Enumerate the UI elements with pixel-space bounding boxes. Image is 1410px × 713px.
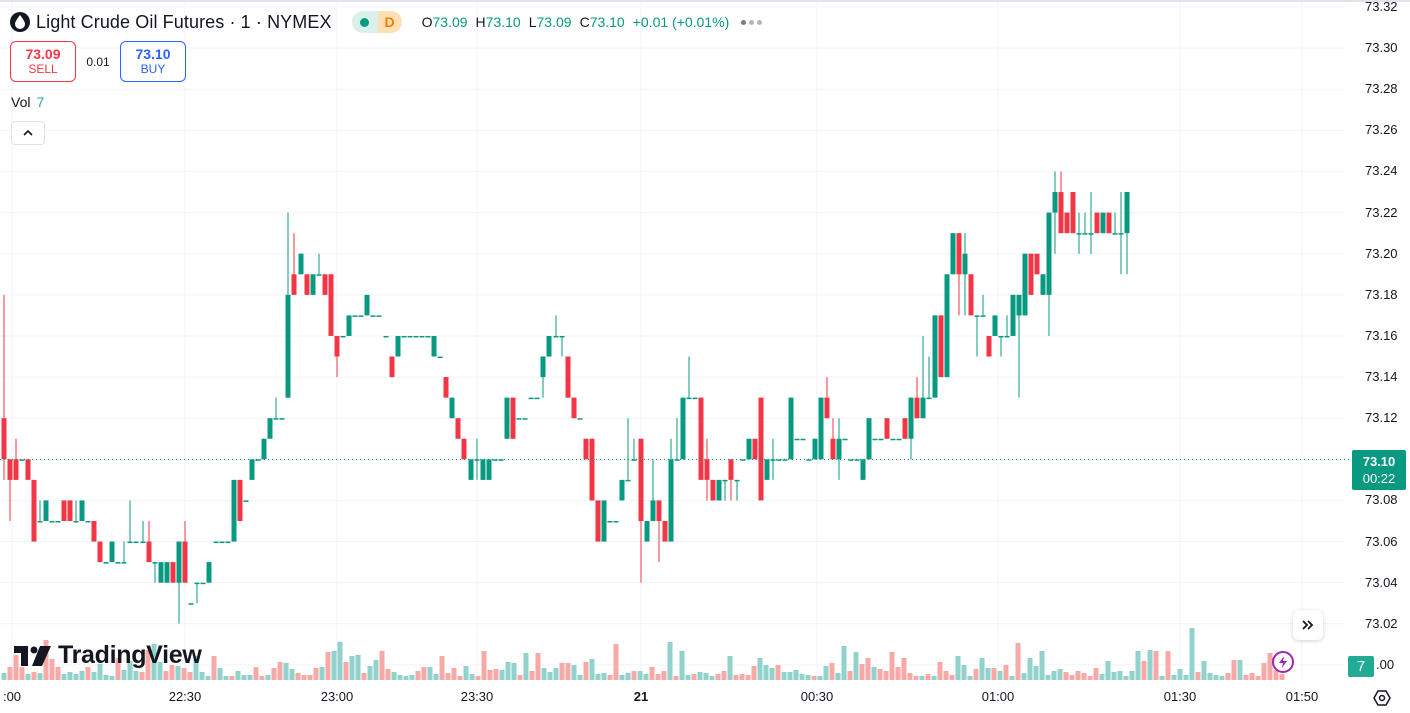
price-tick-label: 73.32: [1365, 0, 1398, 14]
time-tick-label: 00:30: [800, 689, 834, 704]
price-tick-label: 73.16: [1365, 327, 1398, 343]
price-tick-label: 73.26: [1365, 122, 1398, 138]
low-value: 73.09: [536, 14, 572, 30]
price-tick-label: 73.02: [1365, 615, 1398, 631]
tradingview-logo[interactable]: TradingView: [14, 641, 202, 670]
close-value: 73.10: [589, 14, 625, 30]
lightning-icon[interactable]: [1272, 651, 1294, 673]
market-status-pill[interactable]: D: [351, 11, 402, 33]
time-tick-label: 01:30: [1163, 689, 1197, 704]
price-tick-label: 73.18: [1365, 286, 1398, 302]
price-tick-label: 73.22: [1365, 204, 1398, 220]
oil-drop-icon: [10, 12, 30, 32]
change-value: +0.01 (+0.01%): [632, 14, 730, 30]
volume-tag: 7: [1348, 656, 1374, 677]
gear-icon[interactable]: [1372, 688, 1392, 708]
high-value: 73.10: [485, 14, 521, 30]
time-tick-label: :00: [2, 689, 22, 704]
time-tick-label: 23:00: [320, 689, 354, 704]
price-tick-label: .00: [1376, 656, 1395, 672]
open-value: 73.09: [432, 14, 468, 30]
price-tick-label: 73.12: [1365, 410, 1398, 426]
symbol-legend: Light Crude Oil Futures · 1 · NYMEX D O7…: [10, 8, 763, 36]
collapse-legend-button[interactable]: [11, 121, 45, 145]
more-options-icon[interactable]: [741, 19, 763, 25]
price-tick-label: 73.08: [1365, 492, 1398, 508]
tradingview-logo-icon: [14, 645, 51, 666]
sell-button[interactable]: 73.09 SELL: [10, 41, 76, 82]
price-tick-label: 73.14: [1365, 369, 1398, 385]
time-tick-label: 23:30: [460, 689, 494, 704]
time-tick-label: 22:30: [168, 689, 202, 704]
volume-legend[interactable]: Vol 7: [11, 94, 45, 110]
time-tick-label: 01:00: [981, 689, 1015, 704]
spread-value: 0.01: [86, 54, 110, 69]
scroll-to-realtime-button[interactable]: [1293, 610, 1323, 640]
price-tick-label: 73.24: [1365, 163, 1398, 179]
last-price-tag: 73.10 00:22: [1352, 450, 1406, 490]
trade-panel: 73.09 SELL 0.01 73.10 BUY: [10, 41, 186, 82]
price-tick-label: 73.06: [1365, 533, 1398, 549]
price-tick-label: 73.30: [1365, 40, 1398, 56]
double-chevron-right-icon: [1302, 620, 1314, 630]
ohlc-values: O73.09 H73.10 L73.09 C73.10 +0.01 (+0.01…: [421, 14, 730, 30]
time-tick-label: 21: [633, 689, 649, 704]
buy-button[interactable]: 73.10 BUY: [120, 41, 186, 82]
chevron-up-icon: [23, 129, 33, 136]
market-open-dot-icon: [351, 11, 378, 33]
price-tick-label: 73.20: [1365, 245, 1398, 261]
price-tick-label: 73.28: [1365, 81, 1398, 97]
time-tick-label: 01:50: [1285, 689, 1319, 704]
market-flag: D: [377, 11, 402, 33]
symbol-title[interactable]: Light Crude Oil Futures · 1 · NYMEX: [36, 11, 332, 32]
price-tick-label: 73.04: [1365, 574, 1398, 590]
